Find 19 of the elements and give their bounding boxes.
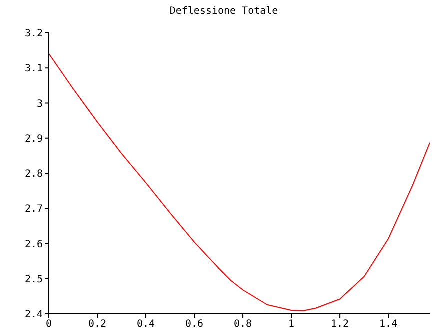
y-tick-label: 3.2 [24, 28, 43, 40]
x-tick-label: 0.4 [136, 319, 156, 330]
x-tick-label: 1.4 [380, 319, 398, 330]
x-tick-label: 0.2 [88, 319, 107, 330]
y-tick-label: 2.8 [24, 169, 43, 180]
y-tick-label: 3.1 [24, 64, 43, 75]
y-tick-label: 2.7 [24, 204, 43, 216]
y-tick-label: 2.6 [24, 239, 43, 250]
x-tick-label: 1.2 [331, 319, 350, 330]
y-tick-label: 2.9 [24, 134, 43, 145]
x-tick-label: 0 [46, 319, 52, 330]
y-tick-label: 2.4 [24, 310, 43, 321]
y-tick-label: 3 [36, 98, 43, 110]
x-tick-label: 0.8 [234, 319, 252, 330]
line-series [49, 53, 430, 312]
x-tick-label: 1 [288, 319, 295, 330]
x-tick-label: 0.6 [186, 319, 204, 330]
y-tick-label: 2.5 [24, 274, 43, 286]
chart-title: Deflessione Totale [168, 6, 280, 17]
